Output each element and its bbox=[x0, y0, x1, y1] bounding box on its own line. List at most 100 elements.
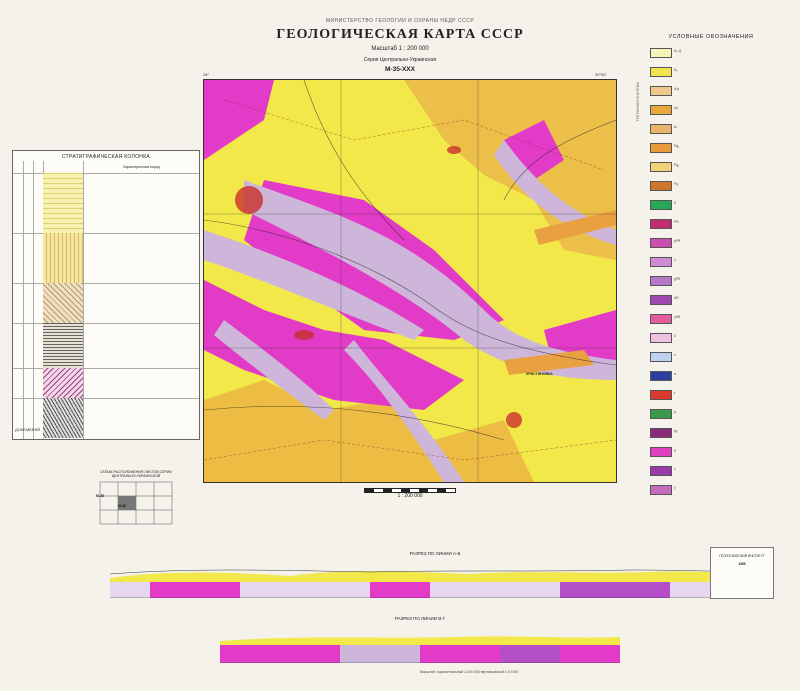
legend-row: N₁ bbox=[632, 124, 790, 134]
legend-row: Pg₃ bbox=[632, 143, 790, 153]
legend-row: σ bbox=[632, 371, 790, 381]
legend-row: μ bbox=[632, 409, 790, 419]
legend-row: γ bbox=[632, 257, 790, 267]
sheet-number: M-35-XXX bbox=[385, 66, 415, 73]
vertical-scale: Масштаб: горизонтальный 1:200 000 вертик… bbox=[420, 670, 519, 674]
legend-swatch bbox=[650, 124, 672, 134]
strat-divider bbox=[23, 161, 24, 439]
legend-row: PR bbox=[632, 219, 790, 229]
legend-code: PR bbox=[674, 220, 679, 224]
legend-swatch bbox=[650, 200, 672, 210]
index-title: СХЕМА РАСПОЛОЖЕНИЯ ЛИСТОВ СЕРИИ ЦЕНТРАЛЬ… bbox=[100, 470, 172, 478]
lithology-block bbox=[43, 398, 83, 438]
precambrian-label: ДОКЕМБРИЙ bbox=[15, 427, 41, 432]
stamp-year: 1965 bbox=[738, 562, 746, 566]
corner-longitude-left: 28° bbox=[203, 72, 210, 77]
legend-swatch bbox=[650, 276, 672, 286]
strat-row bbox=[13, 173, 199, 174]
legend-row: ργ bbox=[632, 428, 790, 438]
index-sheet-b: M-36 bbox=[118, 504, 126, 508]
city-label: ХРИСТИНОВКА bbox=[526, 372, 553, 376]
legend-row: ξ bbox=[632, 485, 790, 495]
map-canvas bbox=[204, 80, 616, 482]
legend-code: ργ bbox=[674, 429, 678, 433]
legend-swatch bbox=[650, 390, 672, 400]
legend-row: γPR bbox=[632, 238, 790, 248]
legend-code: ξ bbox=[674, 486, 676, 490]
stratigraphic-column: СТРАТИГРАФИЧЕСКАЯ КОЛОНКА Характеристика… bbox=[12, 150, 200, 440]
legend-code: AR bbox=[674, 296, 679, 300]
legend-code: δ bbox=[674, 334, 676, 338]
legend-swatch bbox=[650, 352, 672, 362]
lithology-block bbox=[43, 173, 83, 233]
legend-code: σ bbox=[674, 372, 677, 376]
legend-swatch bbox=[650, 428, 672, 438]
index-sheet-a: M-35 bbox=[96, 494, 104, 498]
legend-row: N₂-Q bbox=[632, 48, 790, 58]
legend-swatch bbox=[650, 143, 672, 153]
legend-row: Pg bbox=[632, 181, 790, 191]
legend-swatch bbox=[650, 447, 672, 457]
legend-code: gPR bbox=[674, 277, 681, 281]
legend-code: Pg₂ bbox=[674, 163, 680, 167]
legend-row: γAR bbox=[632, 314, 790, 324]
legend-swatch bbox=[650, 314, 672, 324]
strat-row bbox=[13, 283, 199, 284]
lithology-block bbox=[43, 368, 83, 398]
legend-code: μ bbox=[674, 410, 676, 414]
legend-code: γPR bbox=[674, 239, 681, 243]
legend: УСЛОВНЫЕ ОБОЗНАЧЕНИЯ ТРЕТИЧНАЯ СИСТЕМА N… bbox=[632, 34, 790, 544]
section-ab-graphic bbox=[109, 569, 761, 599]
map-scale: Масштаб 1 : 200 000 bbox=[371, 46, 429, 52]
bar-scale-graphic bbox=[364, 488, 456, 493]
corner-longitude-right: 30°00' bbox=[595, 72, 607, 77]
legend-swatch bbox=[650, 67, 672, 77]
bar-scale-label: 1 : 200 000 bbox=[397, 493, 423, 499]
index-grid bbox=[99, 481, 173, 525]
legend-code: λ bbox=[674, 467, 676, 471]
cross-section-ab: РАЗРЕЗ ПО ЛИНИИ А-Б bbox=[109, 551, 761, 599]
legend-swatch bbox=[650, 105, 672, 115]
legend-code: γ bbox=[674, 258, 676, 262]
section-title-vg: РАЗРЕЗ ПО ЛИНИИ В-Г bbox=[394, 616, 446, 621]
legend-code: N₂ bbox=[674, 68, 678, 72]
legend-row: AR bbox=[632, 295, 790, 305]
legend-row: Pg₂ bbox=[632, 162, 790, 172]
legend-swatch bbox=[650, 409, 672, 419]
geological-map[interactable]: ХРИСТИНОВКА bbox=[203, 79, 617, 483]
legend-code: N₁t bbox=[674, 106, 679, 110]
legend-row: K bbox=[632, 200, 790, 210]
legend-title: УСЛОВНЫЕ ОБОЗНАЧЕНИЯ bbox=[668, 34, 754, 40]
legend-row: N₂ bbox=[632, 67, 790, 77]
legend-row: N₁s bbox=[632, 86, 790, 96]
map-series: Серия Центрально-Украинская bbox=[363, 57, 437, 63]
legend-row: δ bbox=[632, 333, 790, 343]
legend-code: ε bbox=[674, 391, 676, 395]
legend-code: ν bbox=[674, 353, 676, 357]
lithology-block bbox=[43, 283, 83, 323]
legend-code: χ bbox=[674, 448, 676, 452]
legend-swatch bbox=[650, 162, 672, 172]
legend-swatch bbox=[650, 48, 672, 58]
legend-code: N₂-Q bbox=[674, 49, 682, 53]
strat-row bbox=[13, 368, 199, 369]
legend-swatch bbox=[650, 257, 672, 267]
strat-row bbox=[13, 398, 199, 399]
legend-swatch bbox=[650, 86, 672, 96]
strat-divider bbox=[83, 161, 84, 439]
legend-swatch bbox=[650, 238, 672, 248]
sheet-index: СХЕМА РАСПОЛОЖЕНИЯ ЛИСТОВ СЕРИИ ЦЕНТРАЛЬ… bbox=[96, 470, 176, 530]
legend-code: K bbox=[674, 201, 677, 205]
lithology-block bbox=[43, 233, 83, 283]
strat-title: СТРАТИГРАФИЧЕСКАЯ КОЛОНКА bbox=[61, 154, 151, 160]
legend-row: χ bbox=[632, 447, 790, 457]
bar-scale: 1 : 200 000 bbox=[362, 486, 458, 499]
ministry-caption: МИНИСТЕРСТВО ГЕОЛОГИИ И ОХРАНЫ НЕДР СССР bbox=[325, 18, 475, 24]
legend-code: Pg bbox=[674, 182, 679, 186]
legend-swatch bbox=[650, 333, 672, 343]
title-stamp: ГЕОЛОГИЧЕСКИЙ ИНСТИТУТ 1965 bbox=[710, 547, 774, 599]
legend-row: N₁t bbox=[632, 105, 790, 115]
legend-row: λ bbox=[632, 466, 790, 476]
legend-swatch bbox=[650, 181, 672, 191]
cross-section-vg: РАЗРЕЗ ПО ЛИНИИ В-Г bbox=[220, 616, 620, 664]
